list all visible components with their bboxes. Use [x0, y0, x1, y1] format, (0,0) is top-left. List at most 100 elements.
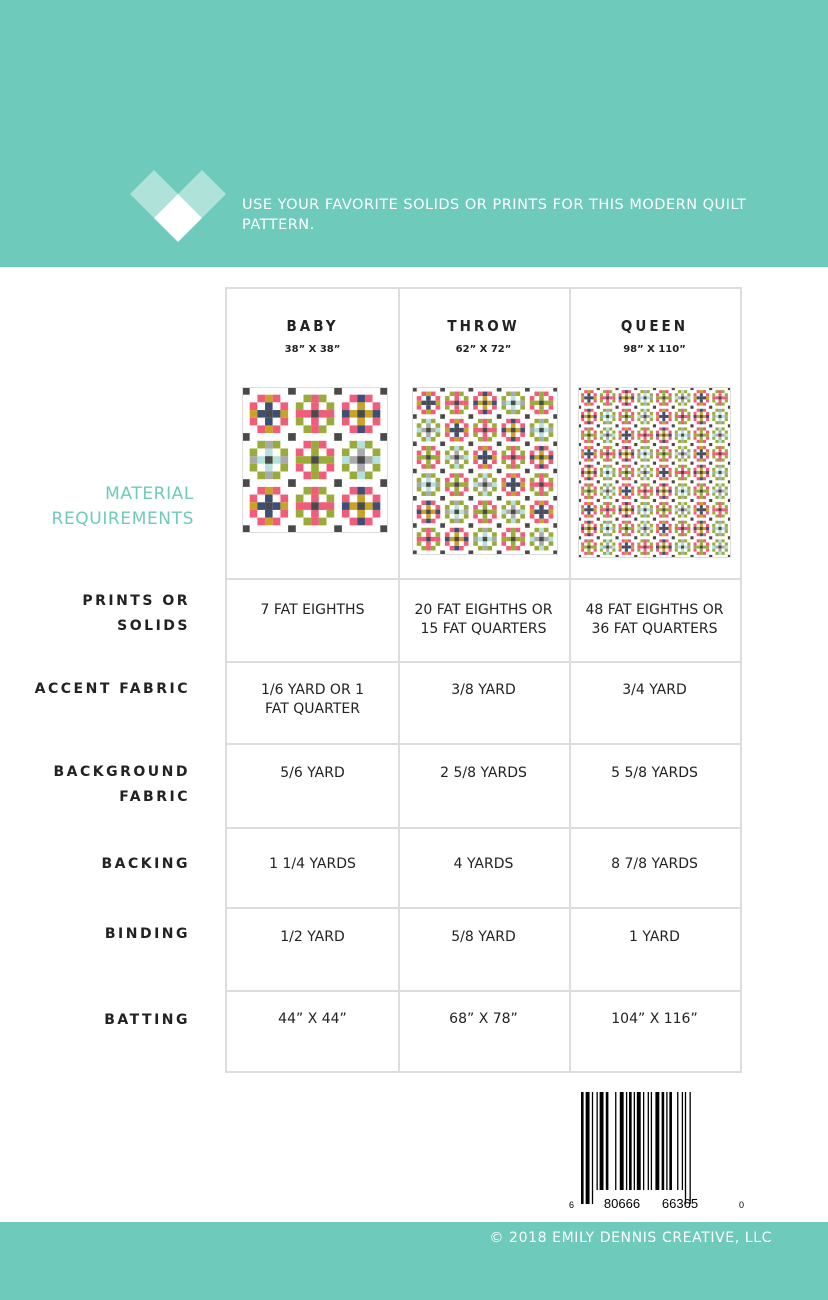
- quilt-block-cell: [656, 520, 660, 524]
- quilt-block-cell: [715, 511, 719, 515]
- quilt-block-cell: [581, 477, 585, 481]
- quilt-block-cell: [687, 408, 691, 412]
- quilt-block-cell: [581, 458, 585, 462]
- quilt-block-cell: [539, 527, 544, 533]
- quilt-block-cell: [548, 482, 554, 487]
- quilt-block-cell: [529, 486, 535, 492]
- quilt-block-cell: [702, 539, 707, 543]
- quilt-block-cell: [724, 505, 728, 509]
- quilt-block-cell: [668, 526, 672, 531]
- quilt-block-cell: [303, 494, 312, 503]
- quilt-block-cell: [416, 450, 422, 456]
- quilt-block-cell: [280, 410, 289, 418]
- quilt-block-cell: [430, 455, 436, 460]
- quilt-block-cell: [492, 473, 497, 478]
- quilt-block-cell: [706, 439, 710, 443]
- quilt-block-cell: [477, 436, 483, 442]
- quilt-block-cell: [372, 440, 381, 449]
- quilt-block-cell: [548, 446, 554, 451]
- quilt-block-cell: [492, 436, 497, 442]
- quilt-block-cell: [656, 530, 660, 534]
- quilt-block-cell: [674, 436, 678, 440]
- quilt-block-cell: [510, 396, 516, 401]
- quilt-block-cell: [612, 514, 616, 518]
- quilt-block-cell: [543, 423, 549, 428]
- quilt-block-cell: [687, 505, 691, 509]
- quilt-block-cell: [548, 509, 554, 515]
- quilt-block-cell: [584, 455, 588, 459]
- quilt-block-cell: [627, 502, 632, 506]
- quilt-block-cell: [677, 427, 682, 431]
- quilt-block-cell: [444, 423, 450, 428]
- quilt-block-cell: [674, 455, 678, 459]
- quilt-block-cell: [593, 408, 597, 412]
- barcode-bar: [681, 1092, 684, 1190]
- quilt-block-cell: [631, 399, 635, 403]
- quilt-block-cell: [593, 523, 597, 527]
- quilt-block-cell: [599, 542, 603, 546]
- quilt-block-cell: [357, 456, 365, 464]
- quilt-block-cell: [631, 477, 635, 481]
- quilt-block-cell: [426, 400, 431, 406]
- quilt-block-cell: [696, 390, 700, 394]
- quilt-block-cell: [659, 492, 663, 496]
- quilt-block-cell: [612, 545, 616, 549]
- quilt-block-cell: [590, 449, 594, 453]
- quilt-block-cell: [668, 492, 672, 496]
- quilt-block-cell: [621, 411, 625, 415]
- quilt-block-cell: [473, 482, 478, 487]
- quilt-block-cell: [649, 408, 653, 412]
- table-cell: 8 7/8 YARDS: [611, 856, 698, 872]
- quilt-block-cell: [599, 455, 603, 459]
- quilt-block-cell: [668, 511, 672, 515]
- cornerstone: [615, 536, 619, 540]
- quilt-block-cell: [529, 541, 535, 546]
- quilt-block-cell: [581, 489, 585, 493]
- quilt-block-cell: [459, 464, 464, 469]
- cornerstone: [596, 442, 600, 447]
- quilt-block-cell: [706, 399, 710, 403]
- quilt-block-cell: [681, 411, 685, 415]
- quilt-block-cell: [649, 545, 653, 549]
- quilt-block-cell: [372, 517, 381, 526]
- quilt-block-cell: [311, 456, 319, 464]
- quilt-block-cell: [265, 517, 273, 526]
- quilt-block-cell: [609, 477, 613, 481]
- quilt-block-cell: [659, 452, 663, 456]
- quilt-block-cell: [706, 474, 710, 478]
- quilt-block-cell: [643, 418, 647, 422]
- quilt-block-cell: [724, 495, 728, 499]
- quilt-block-cell: [677, 449, 682, 453]
- quilt-block-cell: [421, 423, 427, 428]
- quilt-block-cell: [593, 433, 597, 437]
- cornerstone: [468, 495, 474, 501]
- quilt-block-cell: [421, 527, 427, 533]
- quilt-block-cell: [459, 455, 464, 460]
- quilt-block-cell: [602, 399, 607, 403]
- quilt-block-cell: [665, 430, 669, 434]
- quilt-block-cell: [681, 421, 685, 425]
- quilt-block-cell: [674, 418, 678, 422]
- quilt-block-cell: [693, 464, 697, 468]
- quilt-block-cell: [724, 446, 728, 450]
- quilt-block-cell: [677, 414, 682, 419]
- quilt-block-cell: [712, 414, 716, 419]
- quilt-block-cell: [326, 502, 335, 510]
- quilt-block-cell: [681, 520, 685, 524]
- quilt-block-cell: [646, 390, 650, 394]
- quilt-block-cell: [618, 551, 622, 555]
- quilt-block-cell: [473, 486, 478, 492]
- quilt-block-cell: [640, 502, 644, 506]
- quilt-block-cell: [539, 486, 544, 492]
- quilt-block-cell: [372, 471, 381, 480]
- quilt-block-cell: [706, 489, 710, 493]
- quilt-block-cell: [706, 551, 710, 555]
- quilt-block-cell: [702, 511, 707, 515]
- cornerstone: [634, 405, 638, 409]
- cornerstone: [553, 523, 558, 528]
- quilt-block-cell: [721, 449, 725, 453]
- quilt-block-cell: [280, 448, 289, 457]
- quilt-block-cell: [706, 458, 710, 462]
- quilt-block-cell: [430, 491, 436, 496]
- quilt-block-cell: [687, 446, 691, 450]
